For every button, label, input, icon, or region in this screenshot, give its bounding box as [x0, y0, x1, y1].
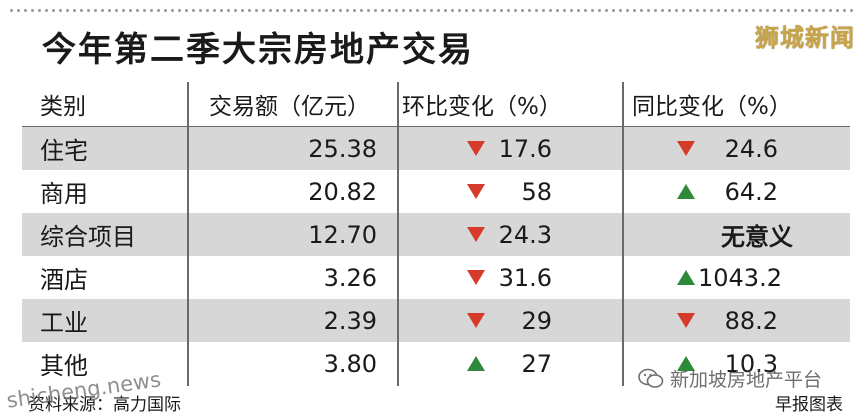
cell-category: 酒店	[40, 266, 88, 294]
cell-yoy: 10.3	[724, 349, 778, 378]
table-row: 综合项目 12.70 24.3 无意义	[22, 213, 850, 256]
header-category: 类别	[40, 94, 86, 120]
cell-yoy: 无意义	[721, 223, 793, 251]
cell-category: 住宅	[40, 137, 88, 165]
up-arrow-icon	[677, 356, 695, 371]
footer-source: 资料来源：高力国际	[28, 395, 181, 415]
down-arrow-icon	[677, 313, 695, 328]
down-arrow-icon	[467, 141, 485, 156]
table-row: 酒店 3.26 31.6 1043.2	[22, 256, 850, 299]
column-divider	[622, 82, 624, 386]
cell-amount: 3.80	[323, 349, 377, 378]
cell-yoy: 24.6	[724, 134, 778, 163]
up-arrow-icon	[467, 356, 485, 371]
cell-qoq: 29	[521, 306, 552, 335]
cell-category: 工业	[40, 309, 88, 337]
watermark-top: 狮城新闻	[755, 24, 855, 52]
cell-amount: 25.38	[308, 134, 377, 163]
table-row: 商用 20.82 58 64.2	[22, 170, 850, 213]
cell-category: 综合项目	[40, 223, 136, 251]
cell-qoq: 17.6	[498, 134, 552, 163]
cell-qoq: 31.6	[498, 263, 552, 292]
header-amount: 交易额（亿元）	[209, 94, 370, 120]
watermark-right-text: 新加坡房地产平台	[670, 369, 823, 391]
down-arrow-icon	[467, 184, 485, 199]
table-header: 类别 交易额（亿元） 环比变化（%） 同比变化（%）	[22, 82, 850, 127]
wechat-icon	[638, 368, 664, 388]
down-arrow-icon	[467, 227, 485, 242]
cell-qoq: 24.3	[498, 220, 552, 249]
up-arrow-icon	[677, 270, 695, 285]
cell-yoy: 1043.2	[698, 263, 782, 292]
cell-qoq: 58	[521, 177, 552, 206]
down-arrow-icon	[467, 270, 485, 285]
cell-amount: 12.70	[308, 220, 377, 249]
watermark-right: 新加坡房地产平台	[638, 365, 822, 392]
cell-yoy: 64.2	[724, 177, 778, 206]
table-row: 工业 2.39 29 88.2	[22, 299, 850, 342]
page-title: 今年第二季大宗房地产交易	[42, 30, 474, 70]
cell-yoy: 88.2	[724, 306, 778, 335]
footer-credit: 早报图表	[775, 395, 843, 415]
down-arrow-icon	[467, 313, 485, 328]
cell-amount: 3.26	[323, 263, 377, 292]
table-row: 住宅 25.38 17.6 24.6	[22, 127, 850, 170]
down-arrow-icon	[677, 141, 695, 156]
cell-amount: 20.82	[308, 177, 377, 206]
dotted-border	[8, 6, 856, 15]
cell-category: 其他	[40, 352, 88, 380]
up-arrow-icon	[677, 184, 695, 199]
cell-category: 商用	[40, 180, 88, 208]
column-divider	[187, 82, 189, 386]
title-box: 今年第二季大宗房地产交易	[34, 26, 474, 74]
header-qoq: 环比变化（%）	[402, 94, 562, 120]
data-table: 类别 交易额（亿元） 环比变化（%） 同比变化（%） 住宅 25.38 17.6 24…	[22, 82, 850, 386]
cell-amount: 2.39	[323, 306, 377, 335]
header-yoy: 同比变化（%）	[632, 94, 792, 120]
cell-qoq: 27	[521, 349, 552, 378]
table-row: 其他 3.80 27 10.3	[22, 342, 850, 385]
column-divider	[397, 82, 399, 386]
